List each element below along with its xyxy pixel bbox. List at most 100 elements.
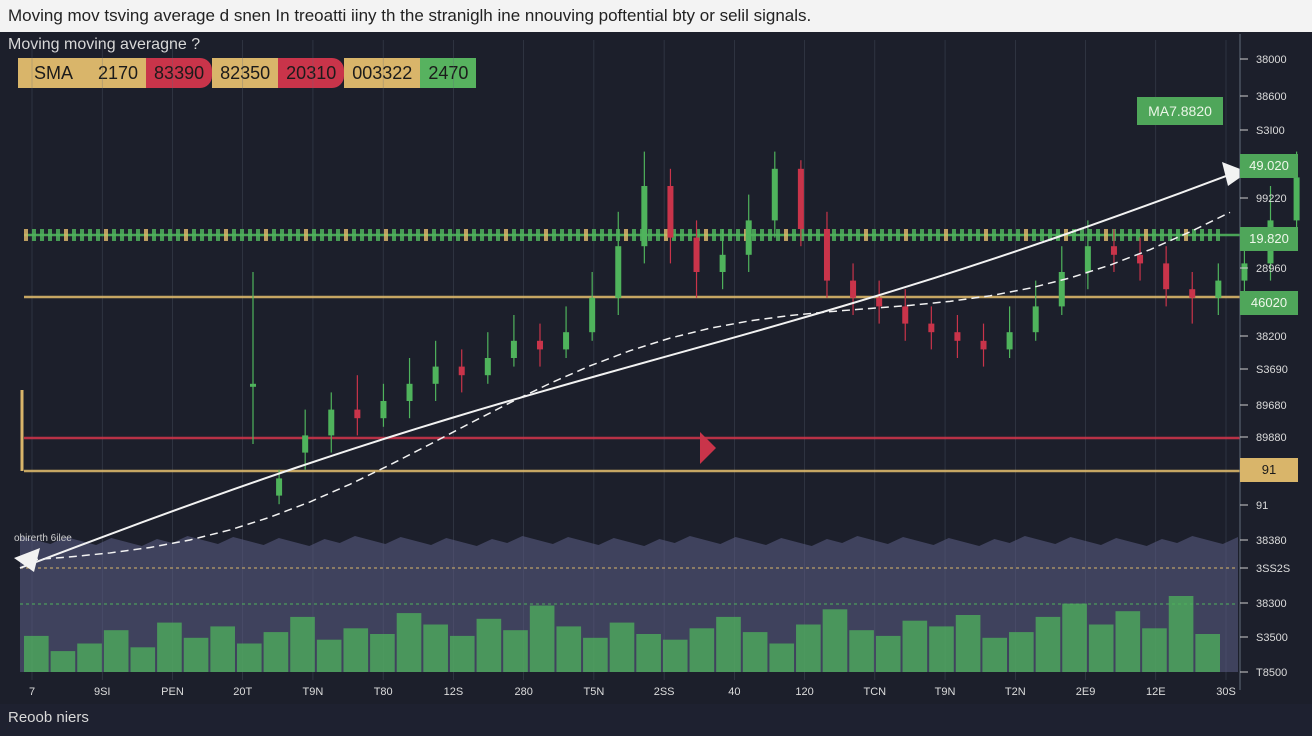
y-tick-label: 38380 — [1256, 535, 1287, 547]
strip-candle — [848, 229, 852, 241]
price-tag: 91 — [1240, 458, 1298, 482]
volume-bar — [503, 630, 528, 672]
strip-candle — [1056, 229, 1060, 241]
strip-candle — [240, 229, 244, 241]
strip-candle — [176, 229, 180, 241]
candle-body — [1241, 263, 1248, 281]
strip-candle — [664, 229, 668, 241]
strip-candle — [872, 229, 876, 241]
candle-body — [1032, 306, 1039, 333]
legend-value-1: 2170 — [90, 58, 147, 88]
strip-candle — [1024, 229, 1028, 241]
volume-bar — [236, 643, 262, 672]
strip-candle — [448, 229, 452, 241]
candle-body — [1058, 272, 1065, 307]
strip-candle — [328, 229, 332, 241]
strip-candle — [1048, 229, 1052, 241]
volume-bar — [849, 630, 874, 672]
x-tick-label: 9SI — [94, 686, 111, 698]
candle-body — [771, 168, 778, 221]
strip-candle — [1000, 229, 1004, 241]
volume-bar — [583, 637, 608, 672]
y-tick-label: 28960 — [1256, 263, 1287, 275]
volume-label: obirerth 6ilee — [14, 533, 72, 544]
volume-bar — [24, 635, 49, 672]
strip-candle — [408, 229, 412, 241]
price-tag: 49.020 — [1240, 154, 1298, 178]
candle-body — [484, 358, 491, 376]
candle-body — [380, 401, 387, 419]
strip-candle — [944, 229, 948, 241]
strip-candle — [208, 229, 212, 241]
legend-value-2: 83390 — [146, 58, 213, 88]
volume-bar — [742, 632, 768, 672]
ma-tag: MA7.8820 — [1137, 97, 1223, 125]
strip-candle — [672, 229, 676, 241]
strip-candle — [1160, 229, 1164, 241]
strip-candle — [1008, 229, 1012, 241]
strip-candle — [520, 229, 524, 241]
strip-candle — [960, 229, 964, 241]
strip-candle — [40, 229, 44, 241]
strip-candle — [888, 229, 892, 241]
x-tick-label: T2N — [1005, 686, 1026, 698]
strip-candle — [136, 229, 140, 241]
volume-bar — [316, 639, 342, 672]
volume-bar — [609, 622, 635, 672]
candle-body — [641, 186, 648, 247]
y-tick-label: 38300 — [1256, 598, 1287, 610]
candle-body — [563, 332, 570, 350]
volume-bar — [556, 626, 582, 672]
candle-body — [1215, 280, 1222, 298]
y-tick-label: 89680 — [1256, 400, 1287, 412]
strip-candle — [464, 229, 468, 241]
volume-bar — [423, 624, 448, 672]
x-tick-label: 120 — [795, 686, 813, 698]
strip-candle — [776, 229, 780, 241]
y-tick-label: 99220 — [1256, 193, 1287, 205]
strip-candle — [536, 229, 540, 241]
strip-candle — [1216, 229, 1220, 241]
candle-body — [432, 366, 439, 384]
strip-candle — [752, 229, 756, 241]
strip-candle — [928, 229, 932, 241]
strip-candle — [784, 229, 788, 241]
volume-bar — [183, 637, 209, 672]
strip-candle — [1032, 229, 1036, 241]
strip-candle — [712, 229, 716, 241]
x-tick-label: T80 — [374, 686, 393, 698]
legend-value-4: 20310 — [278, 58, 345, 88]
y-tick-label: S3500 — [1256, 632, 1288, 644]
volume-bar — [1142, 628, 1167, 672]
strip-candle — [160, 229, 164, 241]
candle-body — [1163, 263, 1170, 290]
candle-body — [1006, 332, 1013, 350]
strip-candle — [384, 229, 388, 241]
strip-candle — [584, 229, 588, 241]
x-tick-label: T9N — [303, 686, 324, 698]
strip-candle — [64, 229, 68, 241]
dashed-trend-line — [29, 211, 1231, 561]
volume-bar — [796, 624, 821, 672]
strip-candle — [808, 229, 812, 241]
strip-candle — [920, 229, 924, 241]
strip-candle — [592, 229, 596, 241]
volume-bar — [1115, 611, 1141, 672]
strip-candle — [656, 229, 660, 241]
strip-candle — [1168, 229, 1172, 241]
candle-body — [745, 220, 752, 255]
candlestick-chart: obirerth 6ilee 38000 38600 S3I00 49.020 9922… — [14, 34, 1300, 698]
strip-candle — [224, 229, 228, 241]
y-tick-label: T8500 — [1256, 667, 1287, 679]
strip-candle — [376, 229, 380, 241]
candle-body — [719, 254, 726, 272]
strip-candle — [1144, 229, 1148, 241]
strip-candle — [152, 229, 156, 241]
strip-candle — [184, 229, 188, 241]
strip-candle — [56, 229, 60, 241]
trend-lines — [14, 162, 1248, 572]
strip-candle — [1040, 229, 1044, 241]
y-tick-label: 3SS2S — [1256, 563, 1290, 575]
strip-candle — [984, 229, 988, 241]
strip-candle — [816, 229, 820, 241]
